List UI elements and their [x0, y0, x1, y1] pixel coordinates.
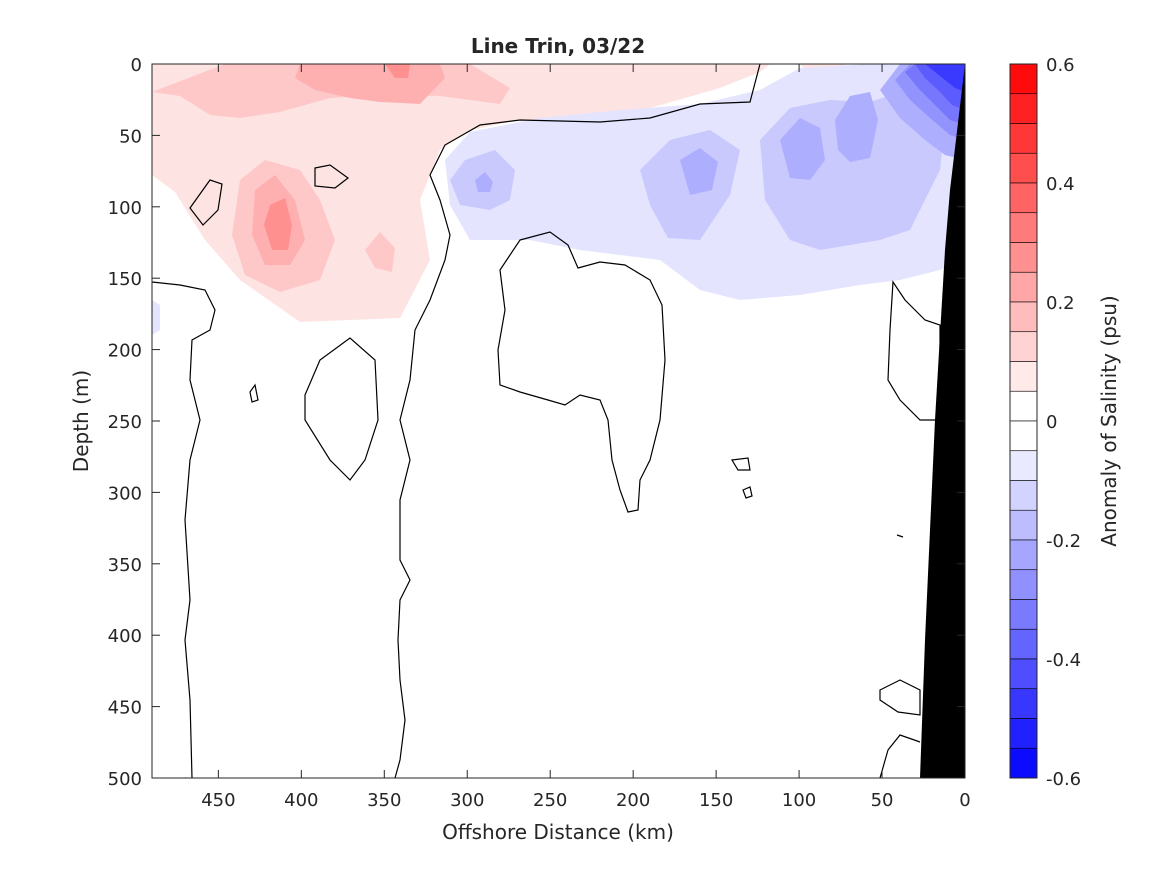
- colorbar-segment: [1009, 718, 1038, 749]
- negative-anomaly-region: [152, 64, 965, 335]
- y-tick-label: 150: [108, 269, 142, 290]
- positive-anomaly-region: [152, 64, 845, 322]
- colorbar-segment: [1009, 688, 1038, 719]
- y-tick-label: 100: [108, 198, 142, 219]
- x-tick-label: 0: [959, 790, 970, 811]
- colorbar-tick-label: -0.2: [1046, 531, 1081, 552]
- colorbar-segment: [1009, 539, 1038, 571]
- colorbar-segment: [1009, 509, 1038, 541]
- colorbar-segment: [1009, 628, 1038, 660]
- colorbar-segment: [1009, 301, 1038, 333]
- colorbar-tick-label: 0: [1046, 412, 1057, 433]
- colorbar-segment: [1009, 747, 1038, 779]
- x-tick-label: 100: [782, 790, 816, 811]
- x-tick-label: 300: [450, 790, 484, 811]
- chart-title: Line Trin, 03/22: [471, 34, 645, 58]
- y-tick-label: 250: [108, 412, 142, 433]
- colorbar-segment: [1009, 63, 1038, 95]
- colorbar: 0.6 0.4 0.2 0 -0.2 -0.4 -0.6: [1009, 55, 1081, 790]
- colorbar-segment: [1009, 242, 1038, 273]
- colorbar-tick-label: 0.4: [1046, 174, 1075, 195]
- x-tick-label: 450: [201, 790, 235, 811]
- x-axis: 450 400 350 300 250 200 150 100 50 0: [201, 64, 971, 811]
- x-tick-label: 50: [871, 790, 894, 811]
- y-tick-label: 400: [108, 626, 142, 647]
- colorbar-segment: [1009, 212, 1038, 243]
- colorbar-segment: [1009, 480, 1038, 511]
- colorbar-tick-label: -0.4: [1046, 650, 1081, 671]
- colorbar-segment: [1009, 658, 1038, 690]
- y-tick-label: 50: [119, 126, 142, 147]
- colorbar-segment: [1009, 123, 1038, 154]
- colorbar-segment: [1009, 390, 1038, 422]
- y-tick-label: 0: [131, 55, 142, 76]
- x-tick-label: 150: [699, 790, 733, 811]
- colorbar-segment: [1009, 569, 1038, 600]
- colorbar-tick-label: 0.6: [1046, 55, 1075, 76]
- y-tick-label: 500: [108, 769, 142, 790]
- colorbar-segment: [1009, 599, 1038, 630]
- colorbar-segment: [1009, 450, 1038, 481]
- colorbar-segment: [1009, 361, 1038, 392]
- colorbar-segment: [1009, 331, 1038, 362]
- colorbar-segment: [1009, 93, 1038, 124]
- colorbar-tick-label: -0.6: [1046, 769, 1081, 790]
- x-axis-label: Offshore Distance (km): [442, 820, 674, 844]
- colorbar-tick-label: 0.2: [1046, 293, 1075, 314]
- y-tick-label: 450: [108, 698, 142, 719]
- colorbar-segment: [1009, 152, 1038, 184]
- colorbar-frame: [1009, 63, 1038, 779]
- x-tick-label: 400: [284, 790, 318, 811]
- colorbar-segment: [1009, 182, 1038, 214]
- zero-contour-lines: [152, 64, 941, 778]
- colorbar-label: Anomaly of Salinity (psu): [1097, 295, 1121, 546]
- colorbar-segment: [1009, 271, 1038, 303]
- y-tick-label: 300: [108, 483, 142, 504]
- plot-area: [152, 64, 965, 778]
- y-axis-label: Depth (m): [69, 370, 93, 472]
- y-tick-label: 350: [108, 555, 142, 576]
- colorbar-segment: [1009, 420, 1038, 452]
- y-axis: 0 50 100 150 200 250 300 350 400 450 500: [108, 55, 965, 790]
- x-tick-label: 250: [533, 790, 567, 811]
- y-tick-label: 200: [108, 341, 142, 362]
- x-tick-label: 200: [616, 790, 650, 811]
- x-tick-label: 350: [367, 790, 401, 811]
- bathymetry-mask: [920, 64, 965, 778]
